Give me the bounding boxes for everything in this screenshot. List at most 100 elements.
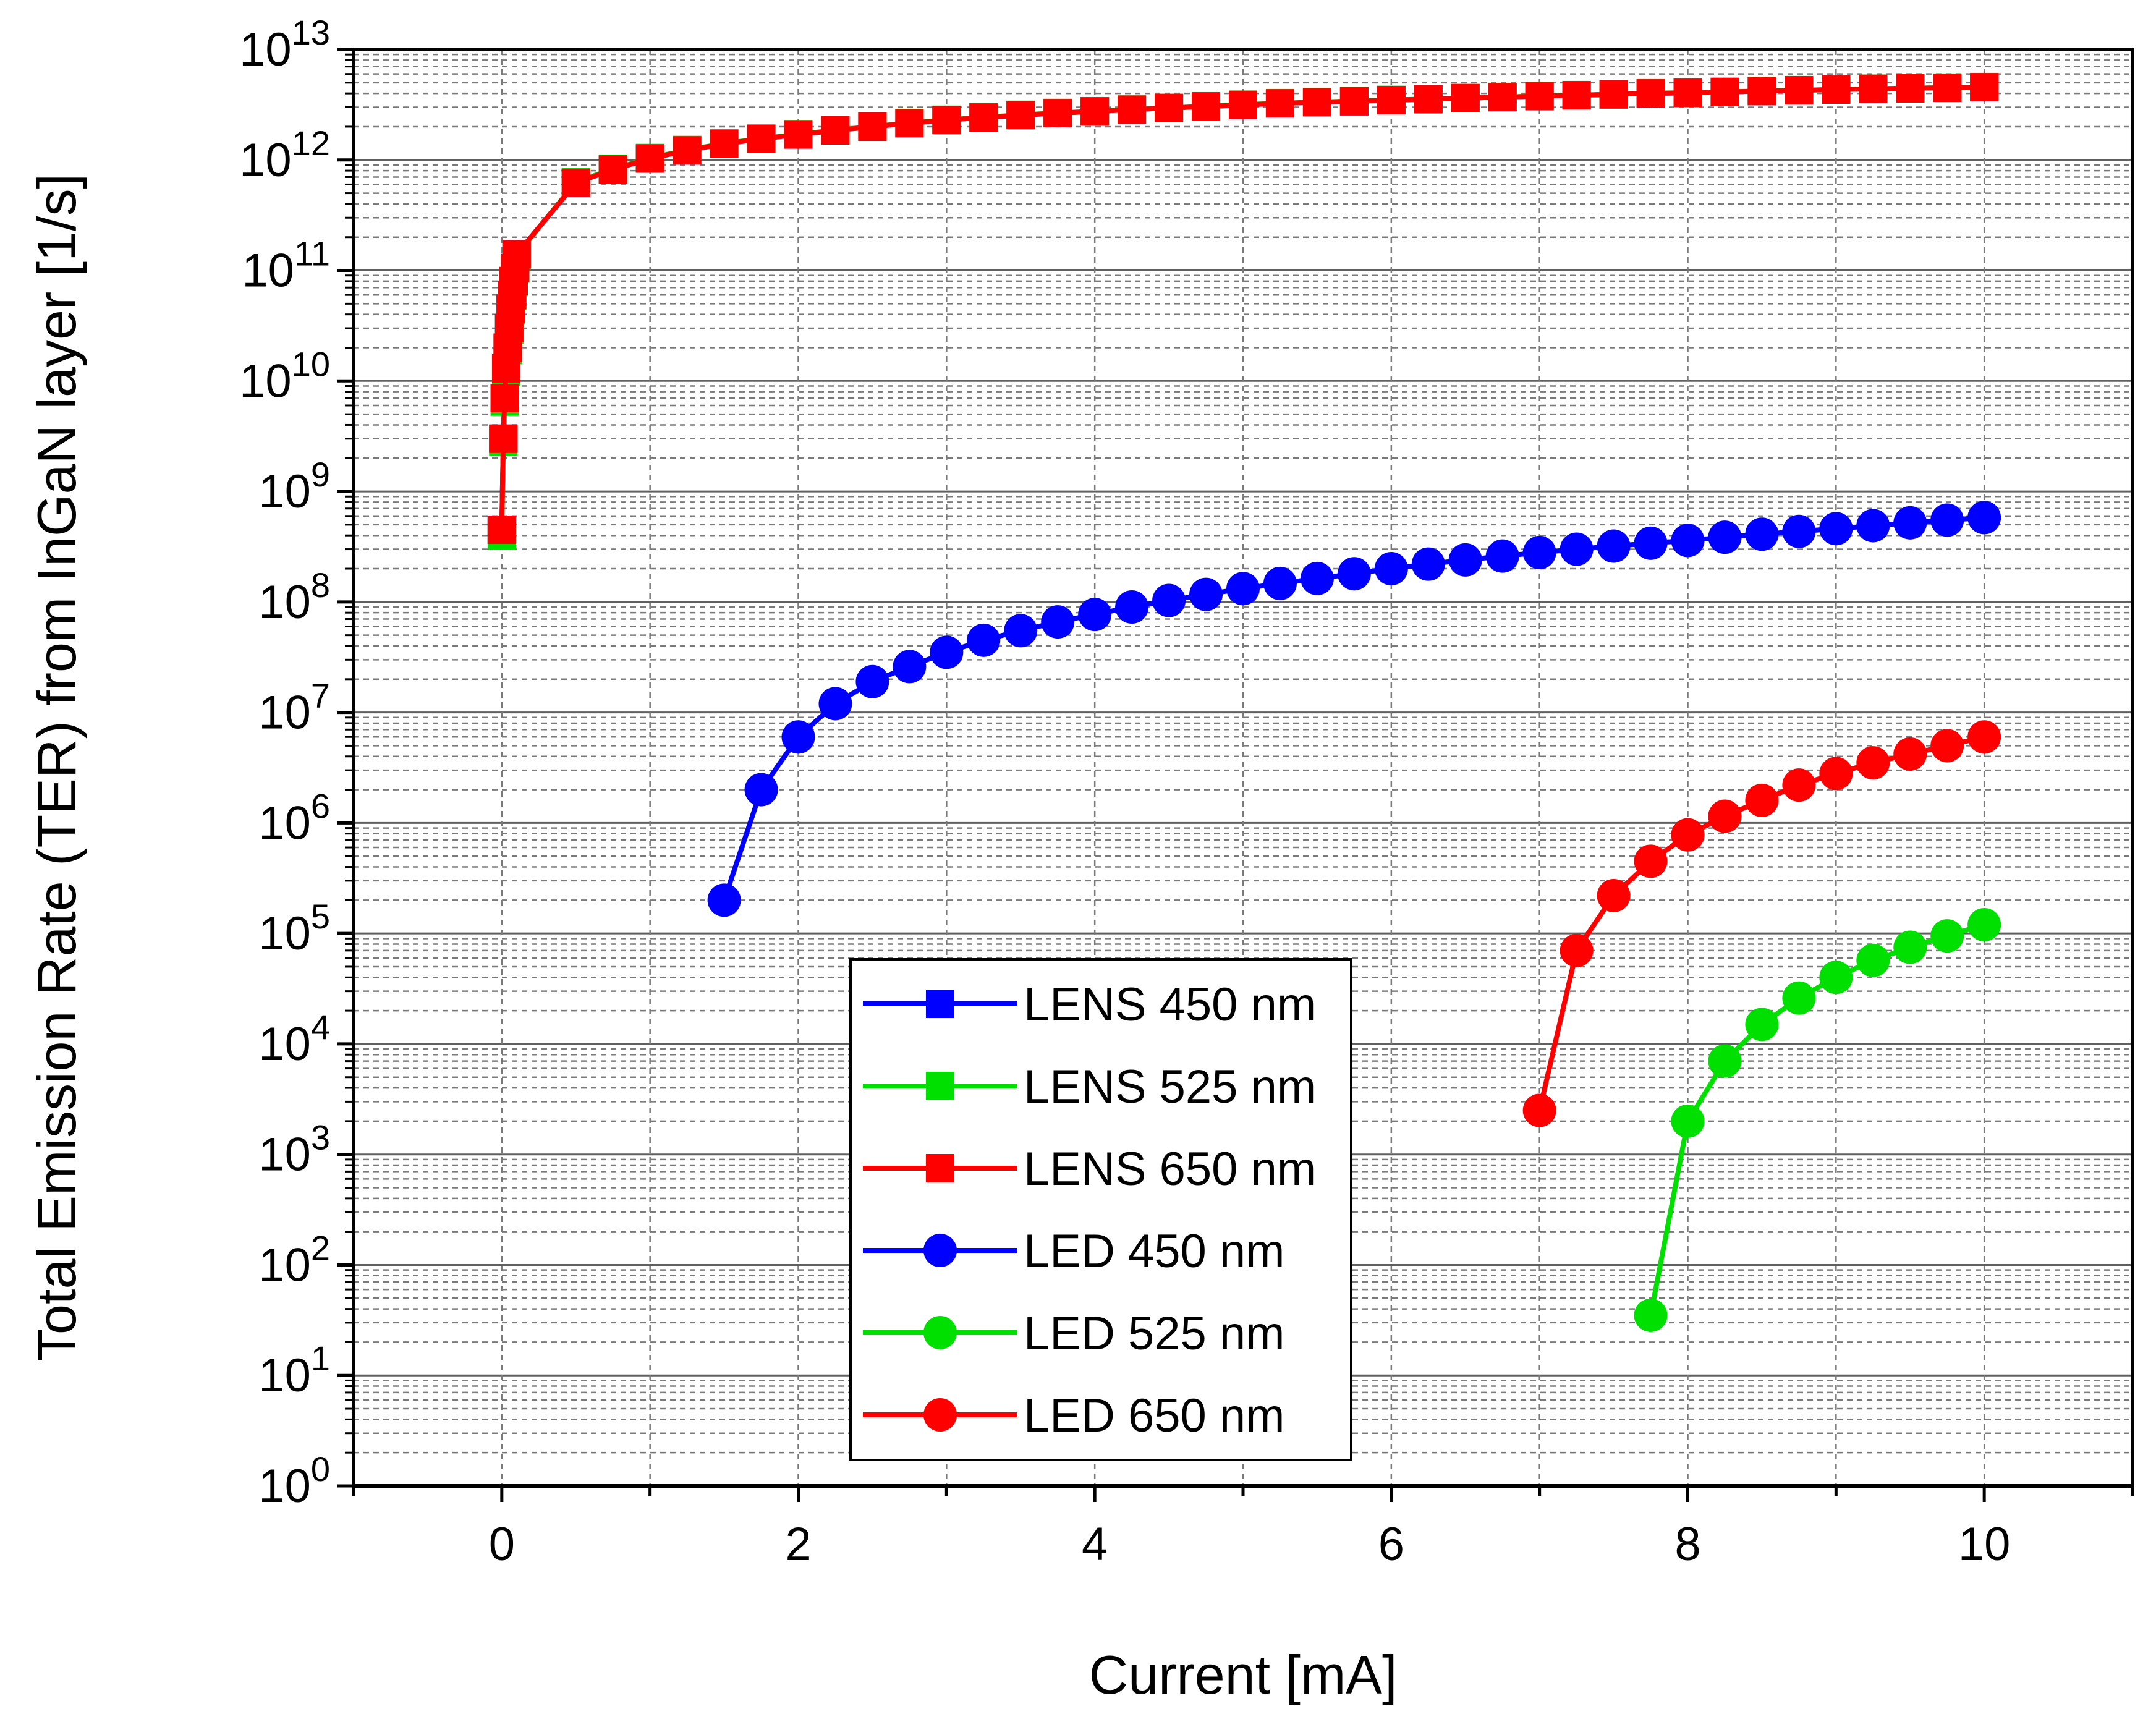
data-point	[1560, 933, 1594, 967]
data-point	[1226, 572, 1260, 606]
data-point	[598, 155, 627, 184]
data-point	[1747, 77, 1776, 106]
data-point	[489, 424, 518, 453]
data-point	[895, 109, 924, 138]
data-point	[1745, 1008, 1779, 1042]
data-point	[1930, 503, 1964, 537]
series-led-525-nm	[1634, 907, 2001, 1332]
data-point	[1710, 77, 1739, 106]
legend-marker	[926, 1072, 954, 1100]
x-axis-title: Current [mA]	[1089, 1644, 1398, 1705]
data-point	[744, 773, 778, 807]
data-point	[1634, 526, 1668, 560]
data-point	[1893, 506, 1927, 540]
data-point	[1189, 577, 1223, 611]
data-point	[1819, 757, 1853, 791]
data-point	[1893, 737, 1927, 771]
legend-marker	[923, 1316, 957, 1349]
legend-item: LED 650 nm	[863, 1390, 1284, 1442]
data-point	[1043, 99, 1072, 128]
data-point	[1930, 729, 1964, 763]
legend-label: LENS 650 nm	[1024, 1143, 1316, 1195]
data-point	[967, 623, 1001, 657]
data-point	[1115, 590, 1149, 624]
legend-label: LED 650 nm	[1024, 1390, 1284, 1442]
data-point	[487, 516, 516, 545]
x-tick-label: 2	[785, 1518, 811, 1571]
data-point	[1006, 101, 1035, 130]
data-point	[1856, 509, 1890, 543]
legend-marker	[926, 990, 954, 1018]
data-point	[1522, 1093, 1556, 1127]
data-point	[490, 383, 519, 412]
data-point	[1856, 746, 1890, 780]
x-tick-label: 0	[489, 1518, 515, 1571]
legend-marker	[926, 1154, 954, 1182]
data-point	[930, 635, 964, 669]
data-point	[1448, 543, 1482, 577]
data-point	[1970, 73, 1999, 102]
data-point	[1822, 75, 1851, 104]
data-point	[1671, 1104, 1705, 1138]
data-point	[1634, 1298, 1668, 1332]
x-tick-label: 10	[1958, 1518, 2011, 1571]
data-point	[1525, 82, 1554, 111]
data-point	[1451, 83, 1480, 112]
data-point	[1339, 87, 1369, 116]
y-axis-title: Total Emission Rate (TER) from InGaN lay…	[26, 174, 87, 1362]
data-point	[1819, 961, 1853, 995]
x-tick-label: 4	[1082, 1518, 1108, 1571]
legend-item: LENS 525 nm	[863, 1061, 1316, 1113]
x-tick-label: 8	[1674, 1518, 1700, 1571]
series-led-650-nm	[1522, 720, 2001, 1127]
data-point	[1118, 95, 1147, 124]
x-tick-label: 6	[1378, 1518, 1404, 1571]
data-point	[1967, 501, 2001, 535]
data-point	[821, 116, 850, 145]
data-point	[818, 687, 852, 721]
legend: LENS 450 nm LENS 525 nm LENS 650 nm LED 450…	[849, 958, 1352, 1461]
data-point	[893, 650, 927, 684]
data-point	[784, 120, 813, 149]
data-point	[707, 883, 741, 917]
data-point	[855, 664, 889, 698]
data-point	[1302, 88, 1331, 117]
data-point	[1152, 583, 1186, 617]
data-point	[1745, 517, 1779, 551]
data-point	[673, 136, 702, 165]
data-point	[1634, 844, 1668, 878]
data-point	[1377, 85, 1406, 114]
data-point	[1782, 768, 1816, 802]
data-point	[1229, 90, 1257, 119]
data-point	[1263, 566, 1297, 600]
data-point	[1708, 1044, 1742, 1078]
data-point	[1562, 81, 1591, 110]
data-point	[1671, 524, 1705, 558]
data-point	[1041, 605, 1075, 639]
data-point	[1337, 557, 1371, 591]
data-point	[1671, 818, 1705, 852]
data-point	[781, 720, 815, 754]
data-point	[1930, 919, 1964, 953]
data-point	[1522, 535, 1556, 569]
data-point	[635, 144, 664, 173]
y-tick-label: 104	[258, 1008, 330, 1071]
data-point	[1859, 74, 1888, 103]
data-point	[1967, 720, 2001, 754]
legend-label: LENS 525 nm	[1024, 1061, 1316, 1113]
data-point	[858, 112, 887, 141]
data-point	[1411, 547, 1445, 581]
y-tick-label: 1011	[242, 234, 330, 297]
y-tick-label: 101	[258, 1339, 330, 1402]
data-point	[1782, 514, 1816, 548]
data-point	[1856, 943, 1890, 977]
series-led-450-nm	[707, 501, 2001, 917]
data-point	[1708, 520, 1742, 554]
data-point	[1560, 532, 1594, 566]
legend-marker	[923, 1398, 957, 1432]
legend-item: LED 525 nm	[863, 1307, 1284, 1360]
data-point	[1673, 78, 1702, 108]
data-point	[1488, 83, 1517, 112]
legend-label: LED 450 nm	[1024, 1225, 1284, 1278]
